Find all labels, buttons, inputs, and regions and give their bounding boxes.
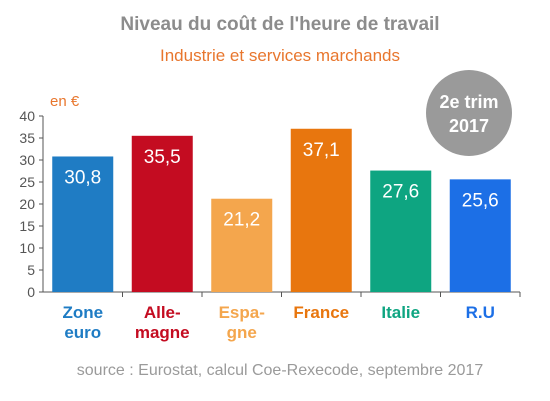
bar-value-label: 35,5: [144, 147, 181, 168]
bar: [290, 128, 352, 292]
bar: [370, 170, 432, 292]
category-label: Zone: [62, 303, 103, 322]
y-axis-label: en €: [50, 93, 80, 110]
source-note: source : Eurostat, calcul Coe-Rexecode, …: [77, 362, 484, 379]
y-tick-label: 10: [19, 240, 35, 256]
category-label: R.U: [466, 303, 495, 322]
bar-value-label: 21,2: [223, 210, 260, 231]
period-badge-line-1: 2e trim: [439, 92, 498, 112]
bar: [211, 198, 273, 292]
bar-value-label: 30,8: [64, 167, 101, 188]
bar: [52, 156, 114, 292]
period-badge-line-2: 2017: [449, 116, 489, 136]
bar: [131, 135, 193, 292]
bar: [449, 179, 511, 292]
axes: 0 5 10 15 20 25 30 35 40: [19, 108, 521, 300]
y-tick-label: 5: [27, 262, 35, 278]
y-tick-label: 15: [19, 218, 35, 234]
category-label: Alle-: [144, 303, 181, 322]
bar-value-label: 27,6: [382, 182, 419, 203]
y-tick-label: 25: [19, 174, 35, 190]
period-badge-circle: [426, 70, 512, 156]
category-label: Espa-: [219, 303, 265, 322]
y-tick-label: 40: [19, 108, 35, 124]
category-label: France: [293, 303, 349, 322]
y-tick-label: 35: [19, 130, 35, 146]
y-tick-label: 0: [27, 284, 35, 300]
category-label: magne: [135, 323, 190, 342]
period-badge: 2e trim 2017: [426, 70, 512, 156]
chart-subtitle: Industrie et services marchands: [160, 46, 400, 65]
y-tick-label: 20: [19, 196, 35, 212]
bar-value-label: 25,6: [462, 190, 499, 211]
bar-value-label: 37,1: [303, 140, 340, 161]
category-label: Italie: [381, 303, 420, 322]
chart-title: Niveau du coût de l'heure de travail: [120, 14, 439, 35]
y-tick-label: 30: [19, 152, 35, 168]
category-label: euro: [64, 323, 101, 342]
category-label: gne: [227, 323, 257, 342]
